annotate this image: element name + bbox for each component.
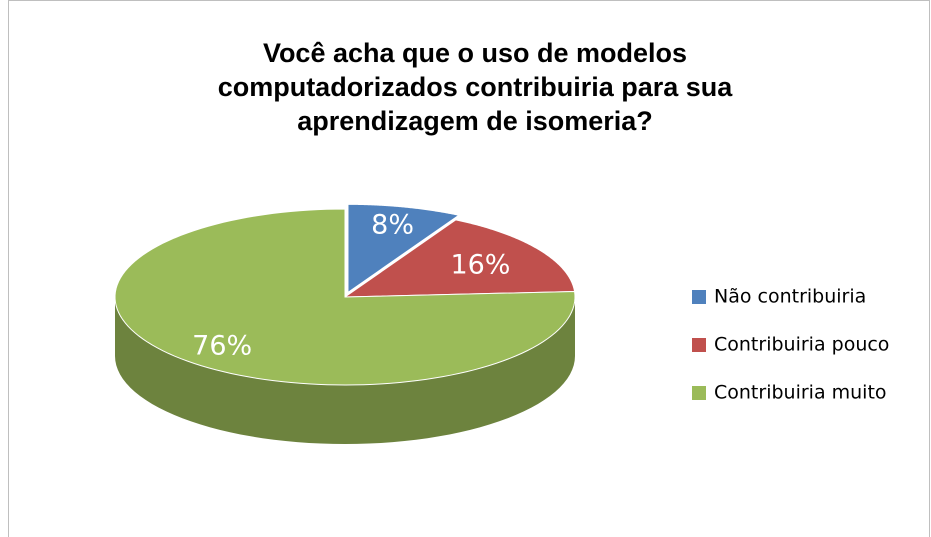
- data-label: 8%: [371, 209, 414, 240]
- data-label: 16%: [450, 250, 510, 281]
- slice: [114, 208, 576, 386]
- legend-swatch: [692, 338, 706, 352]
- slice-side: [115, 297, 575, 445]
- legend-swatch: [692, 386, 706, 400]
- legend-label: Contribuiria pouco: [714, 334, 889, 356]
- legend-label: Contribuiria muito: [714, 382, 887, 404]
- slice: [347, 203, 461, 294]
- slice: [343, 219, 576, 298]
- legend-label: Não contribuiria: [714, 286, 866, 308]
- legend-swatch: [692, 290, 706, 304]
- chart-border: [8, 0, 930, 537]
- chart-title: Você acha que o uso de modelos computado…: [217, 38, 733, 136]
- data-label: 76%: [192, 331, 252, 362]
